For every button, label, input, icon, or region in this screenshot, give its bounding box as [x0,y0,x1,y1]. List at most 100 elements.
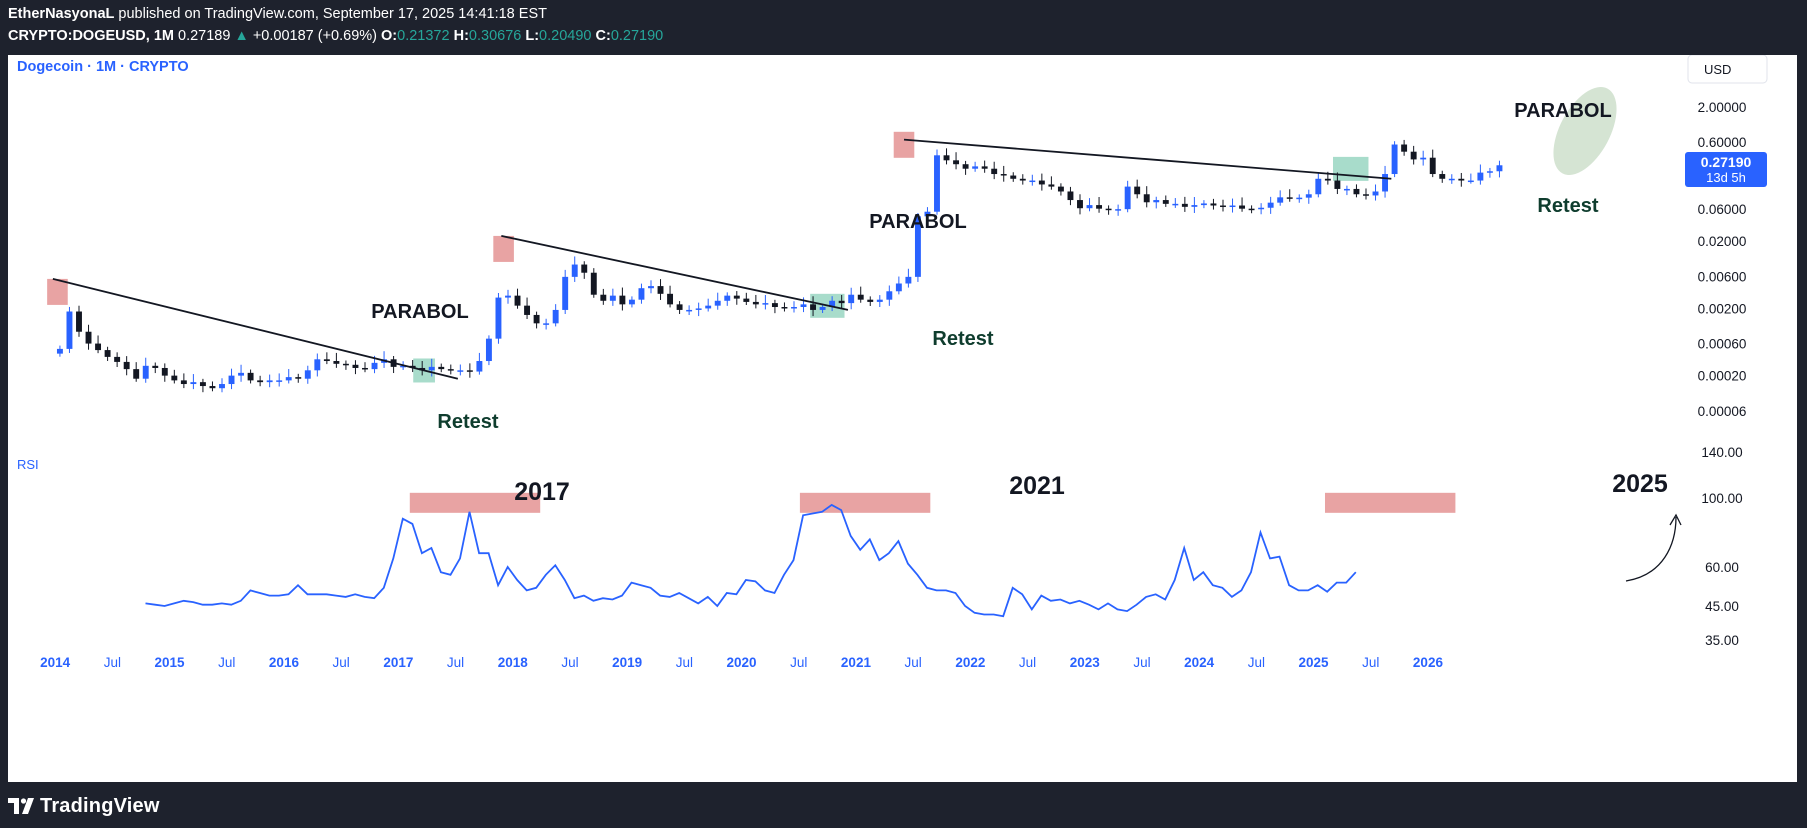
candle-up [791,307,797,309]
candle-down [180,380,187,385]
candle-up [1486,171,1493,173]
price-badge-value: 0.27190 [1701,154,1752,170]
candle-up [800,304,807,308]
annotation-labels: PARABOL PARABOL PARABOL Retest Retest Retest 2… [371,100,1668,506]
tradingview-brand[interactable]: TradingView [40,794,160,817]
currency-button[interactable] [1687,54,1768,84]
candle-down [524,305,531,315]
candle-down [1096,205,1103,209]
high-value: 0.30676 [468,28,522,44]
candle-up [66,311,73,349]
candle-up [495,297,502,339]
time-tick-label: 2016 [269,655,300,670]
candle-up [142,365,149,379]
candle-up [400,365,407,368]
tradingview-footer[interactable]: TradingView [8,792,160,820]
author-name[interactable]: EtherNasyonaL [8,6,115,22]
close-label: C: [595,28,611,44]
candle-up [1448,178,1455,181]
candle-down [667,293,674,305]
time-tick-label: Jul [333,655,350,670]
candle-down [1162,200,1169,204]
candle-up [190,382,197,385]
candle-down [76,311,82,332]
candle-up [609,295,616,301]
candle-up [1200,203,1207,206]
candle-up [543,323,550,325]
time-tick-label: 2022 [955,655,985,670]
candle-down [199,382,206,387]
candle-down [152,365,159,368]
candle-down [743,298,750,302]
candle-down [352,364,359,368]
candle-up [1277,197,1284,203]
candle-up [705,305,712,309]
low-value: 0.20490 [539,28,592,44]
candle-down [438,366,445,370]
candle-down [676,304,683,310]
price-tick-label: 0.00600 [1698,269,1747,284]
candle-up [1172,203,1179,206]
candle-down [1048,184,1055,187]
candle-up [1305,194,1312,198]
publish-info: EtherNasyonaL published on TradingView.c… [8,6,547,22]
candle-up [905,276,912,284]
candle-up [562,276,569,310]
time-tick-label: 2020 [727,655,757,670]
candle-down [810,304,817,310]
rsi-tick-label: 35.00 [1705,633,1739,648]
candle-up [1115,209,1122,211]
arrow-curve [1625,516,1677,582]
low-label: L: [525,28,540,44]
chart-panel[interactable]: PARABOL PARABOL PARABOL Retest Retest Retest 2… [8,54,1797,782]
candle-down [295,377,302,379]
retest-label: Retest [1537,195,1598,217]
time-tick-label: Jul [905,655,922,670]
candle-up [1477,172,1484,181]
candle-up [371,362,378,370]
candle-down [133,369,140,379]
time-tick-label: Jul [447,655,464,670]
candle-down [1334,180,1341,189]
candle-down [1439,174,1446,179]
chart-svg[interactable]: PARABOL PARABOL PARABOL Retest Retest Retest 2… [8,54,1797,782]
candle-down [590,272,597,295]
candle-down [781,307,788,309]
candle-up [628,299,635,305]
chart-title: Dogecoin · 1M · CRYPTO [17,59,189,75]
candle-up [1086,205,1093,209]
candle-down [962,164,969,169]
parabol-label: PARABOL [371,301,468,323]
price-tick-label: 0.00060 [1698,337,1747,352]
price-change: +0.00187 (+0.69%) [252,28,377,44]
candle-up [686,309,693,312]
time-tick-label: Jul [104,655,121,670]
candle-up [924,211,931,217]
candle-up [1029,180,1036,183]
candle-down [771,303,778,308]
time-tick-label: Jul [1362,655,1379,670]
candle-up [934,155,940,212]
rsi-highlight-zone [409,492,541,513]
candle-down [1010,175,1017,179]
candle-up [1267,202,1274,208]
currency-label[interactable]: USD [1704,62,1731,77]
candle-down [247,372,254,381]
candle-down [1038,180,1045,185]
candle-down [1353,188,1360,195]
candle-up [1391,144,1398,175]
candle-up [848,294,855,304]
trendline [52,278,459,380]
candle-down [171,375,178,381]
parabol-label: PARABOL [1514,100,1611,122]
rsi-layer [145,503,1682,618]
candle-up [485,338,492,362]
candle-down [1143,194,1150,203]
candle-up [1343,188,1350,191]
candle-up [1296,197,1303,200]
symbol-label: CRYPTO:DOGEUSD, 1M [8,28,174,44]
candle-down [867,299,874,302]
candle-up [285,377,292,381]
time-tick-label: Jul [1133,655,1150,670]
candle-up [724,295,731,301]
